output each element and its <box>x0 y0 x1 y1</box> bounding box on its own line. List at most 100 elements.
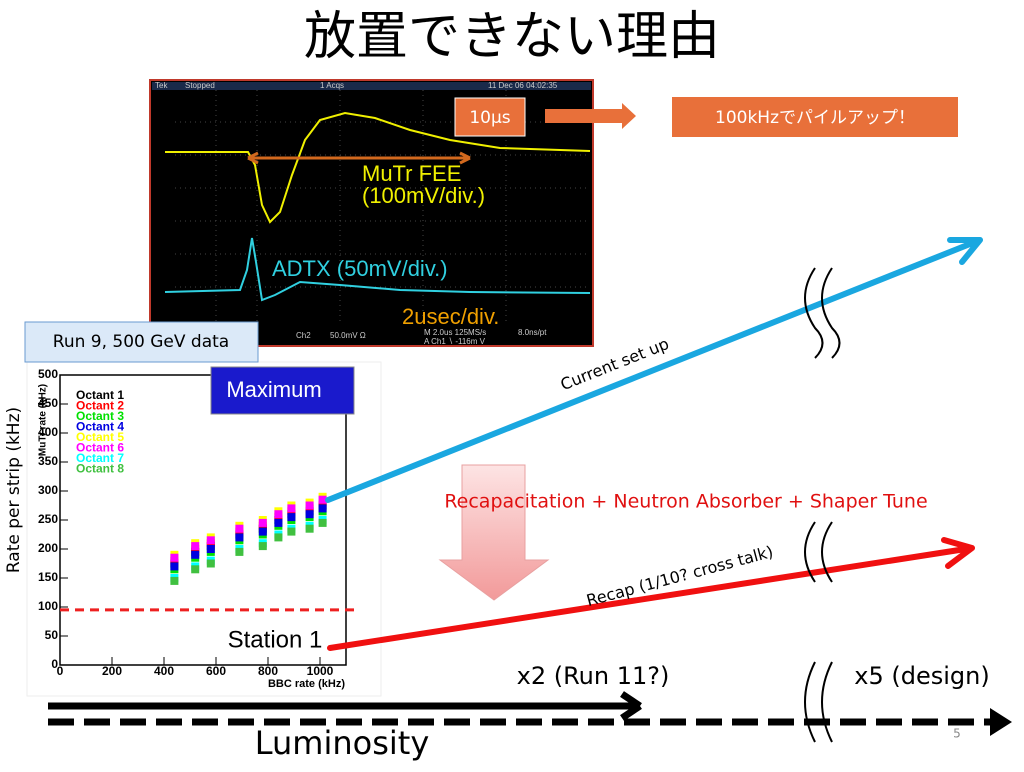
data-point <box>287 513 296 522</box>
improvement-arrow <box>438 464 550 601</box>
scope-timebase-info: M 2.0us 125MS/s <box>424 328 486 337</box>
luminosity-arrowhead <box>990 708 1012 736</box>
x-tick-label: 600 <box>206 664 226 678</box>
y-tick-label: 300 <box>38 483 58 497</box>
data-point <box>170 553 179 562</box>
fee-scale: (100mV/div.) <box>362 183 485 208</box>
scope-scale: 50.0mV Ω <box>330 331 366 340</box>
scope-date: 11 Dec 06 04:02:35 <box>488 81 558 90</box>
data-point <box>170 576 179 585</box>
plot-background <box>26 361 382 697</box>
data-point <box>274 510 283 519</box>
legend-entry: Octant 6 <box>76 441 124 455</box>
data-point <box>287 527 296 536</box>
data-point <box>318 495 327 504</box>
pileup-arrow <box>545 103 636 129</box>
data-point <box>318 504 327 513</box>
x-axis-title: BBC rate (kHz) <box>268 678 345 690</box>
pulse-width-arrow <box>247 151 471 165</box>
x-tick-label: 1000 <box>307 664 334 678</box>
data-point <box>191 542 200 551</box>
y-tick-label: 200 <box>38 541 58 555</box>
data-point <box>274 518 283 527</box>
x-tick-label: 200 <box>102 664 122 678</box>
recap-label: Recap (1/10? cross talk) <box>584 542 775 610</box>
adtx-waveform <box>164 237 591 302</box>
y-tick-label: 0 <box>51 657 58 671</box>
page-number: 5 <box>953 727 961 741</box>
scope-screen <box>149 79 594 347</box>
legend-entry: Octant 2 <box>76 399 124 413</box>
data-point <box>235 533 244 542</box>
x-tick-label: 400 <box>154 664 174 678</box>
run-label: Run 9, 500 GeV data <box>53 332 229 352</box>
recap-arrow <box>327 537 975 651</box>
legend-entry: Octant 4 <box>76 420 124 434</box>
scope-channel: Ch2 <box>296 331 311 340</box>
data-point <box>258 527 267 536</box>
scope-acqs: 1 Acqs <box>320 81 344 90</box>
scope-header-bar <box>152 82 591 90</box>
run11-arrow <box>48 691 642 721</box>
axis-breaks <box>804 267 841 743</box>
run-box <box>24 321 259 363</box>
fee-waveform <box>165 111 591 224</box>
y-tick-label: 400 <box>38 425 58 439</box>
slide-title: 放置できない理由 <box>304 7 720 67</box>
data-point <box>206 545 215 553</box>
x-tick-label: 800 <box>258 664 278 678</box>
luminosity-label: Luminosity <box>255 724 430 762</box>
design-label: x5 (design) <box>854 662 989 690</box>
legend-entry: Octant 5 <box>76 430 124 444</box>
legend-entry: Octant 1 <box>76 388 124 402</box>
fix-label: Recapacitation + Neutron Absorber + Shap… <box>444 491 927 513</box>
oscilloscope: Tek Stopped 1 Acqs 11 Dec 06 04:02:35 Ch… <box>149 79 594 347</box>
timebase-label: 2usec/div. <box>402 304 499 329</box>
rate-plot: Maximum Station 1 MuTr rate (kHz) BBC ra… <box>26 361 382 697</box>
pileup-box <box>672 97 958 137</box>
pulse-text: 10μs <box>469 108 510 128</box>
current-arrow <box>325 237 983 503</box>
legend-entry: Octant 8 <box>76 462 124 476</box>
data-point <box>258 518 267 527</box>
data-point <box>287 504 296 513</box>
pileup-text: 100kHzでパイルアップ！ <box>715 108 915 128</box>
legend-entry: Octant 7 <box>76 451 124 465</box>
pulse-box <box>454 97 526 137</box>
data-point <box>318 518 327 527</box>
y-tick-label: 500 <box>38 367 58 381</box>
y-tick-label: 350 <box>38 454 58 468</box>
data-point <box>235 547 244 556</box>
y-axis-title: MuTr rate (kHz) <box>38 384 49 456</box>
scope-trigger: A Ch1 ∖ -116m V <box>424 337 486 346</box>
y-tick-label: 50 <box>45 628 59 642</box>
run11-label: x2 (Run 11?) <box>517 662 670 690</box>
station-label: Station 1 <box>228 626 323 653</box>
data-point <box>191 565 200 574</box>
data-point <box>305 524 314 533</box>
legend-entry: Octant 3 <box>76 409 124 423</box>
y-tick-label: 450 <box>38 396 58 410</box>
y-tick-label: 150 <box>38 570 58 584</box>
maximum-label: Maximum <box>226 377 321 402</box>
fee-label: MuTr FEE <box>362 161 461 186</box>
data-point <box>305 501 314 510</box>
data-point <box>274 533 283 542</box>
data-point <box>206 536 215 545</box>
scope-brand: Tek <box>155 81 168 90</box>
data-point <box>170 562 179 571</box>
data-point <box>235 524 244 533</box>
y-tick-label: 100 <box>38 599 58 613</box>
scope-resolution: 8.0ns/pt <box>518 328 547 337</box>
scope-status: Stopped <box>185 81 215 90</box>
data-point <box>258 542 267 551</box>
maximum-box <box>210 366 355 415</box>
adtx-label: ADTX (50mV/div.) <box>272 256 448 281</box>
x-tick-label: 0 <box>57 664 64 678</box>
outer-y-label: Rate per strip (kHz) <box>4 407 24 573</box>
y-tick-label: 250 <box>38 512 58 526</box>
data-point <box>191 550 200 559</box>
data-point <box>305 510 314 519</box>
